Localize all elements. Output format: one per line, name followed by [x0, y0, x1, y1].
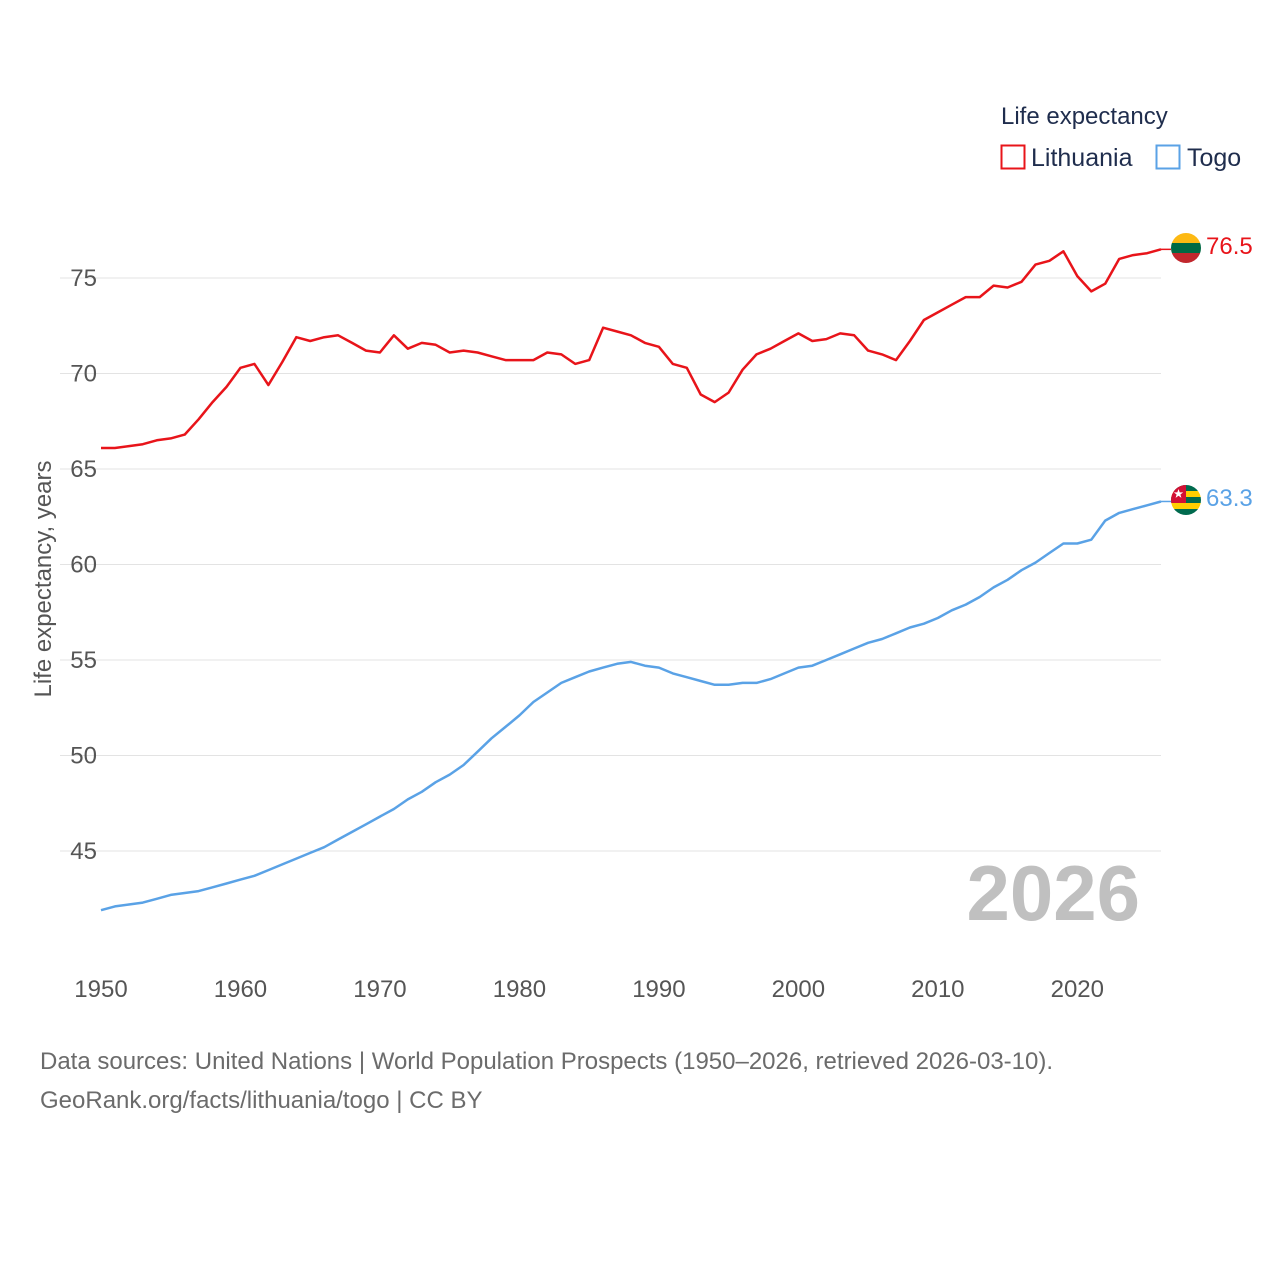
end-value-togo: 63.3 — [1206, 485, 1253, 512]
legend-swatch-togo[interactable] — [1155, 144, 1181, 170]
y-axis-ticks: 45 50 55 60 65 70 75 — [70, 265, 97, 865]
y-axis-title: Life expectancy, years — [30, 460, 57, 697]
togo-flag-icon — [1171, 485, 1201, 515]
y-tick-label: 75 — [70, 265, 97, 292]
line-chart: 45 50 55 60 65 70 75 1950 1960 1970 1980 1990 2000 2… — [30, 103, 1253, 1003]
lithuania-flag-icon — [1171, 233, 1201, 263]
legend: Life expectancy Lithuania Togo — [1000, 103, 1241, 172]
legend-label-togo[interactable]: Togo — [1187, 144, 1241, 172]
x-tick-label: 1960 — [214, 976, 267, 1003]
x-tick-label: 1990 — [632, 976, 685, 1003]
attribution-line: GeoRank.org/facts/lithuania/togo | CC BY — [40, 1087, 483, 1114]
y-tick-label: 45 — [70, 838, 97, 865]
legend-swatch-lithuania[interactable] — [1000, 144, 1026, 170]
gridlines — [60, 277, 1161, 852]
current-year-watermark: 2026 — [966, 849, 1140, 937]
data-sources-footer: Data sources: United Nations | World Pop… — [40, 1042, 1240, 1120]
y-tick-label: 65 — [70, 456, 97, 483]
data-sources-line: Data sources: United Nations | World Pop… — [40, 1048, 1054, 1075]
legend-label-lithuania[interactable]: Lithuania — [1031, 144, 1133, 172]
series-line-lithuania[interactable] — [101, 248, 1162, 450]
x-tick-label: 2000 — [772, 976, 825, 1003]
x-tick-label: 1980 — [493, 976, 546, 1003]
y-tick-label: 60 — [70, 552, 97, 579]
end-value-lithuania: 76.5 — [1206, 233, 1253, 260]
series-lines — [100, 248, 1171, 912]
x-axis-ticks: 1950 1960 1970 1980 1990 2000 2010 2020 — [74, 976, 1104, 1003]
x-tick-label: 1970 — [353, 976, 406, 1003]
y-tick-label: 55 — [70, 647, 97, 674]
y-tick-label: 70 — [70, 361, 97, 388]
x-tick-label: 2010 — [911, 976, 964, 1003]
x-tick-label: 2020 — [1051, 976, 1104, 1003]
legend-title: Life expectancy — [1001, 103, 1168, 130]
series-line-togo[interactable] — [100, 500, 1162, 912]
y-tick-label: 50 — [70, 743, 97, 770]
x-tick-label: 1950 — [74, 976, 127, 1003]
